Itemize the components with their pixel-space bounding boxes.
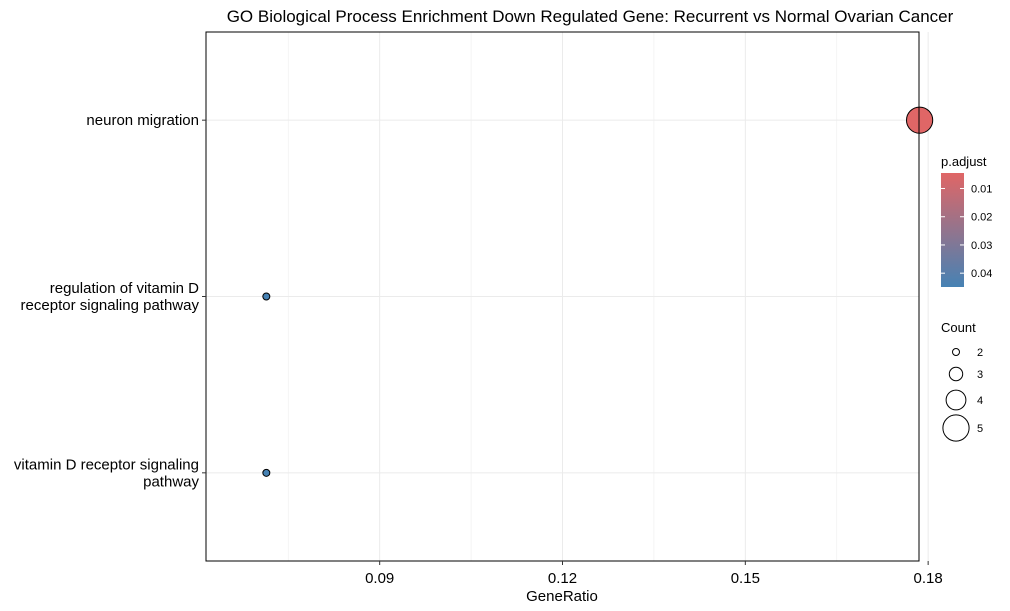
color-legend-label: 0.03 <box>971 240 992 252</box>
size-legend-key <box>952 348 960 356</box>
x-axis-label: GeneRatio <box>526 588 598 605</box>
y-tick-label: vitamin D receptor signaling pathway <box>14 456 200 490</box>
x-tick-label: 0.15 <box>731 570 760 587</box>
size-legend-label: 3 <box>977 369 983 381</box>
x-axis: 0.09 0.12 0.15 0.18 <box>365 561 943 587</box>
x-tick-label: 0.12 <box>548 570 577 587</box>
y-tick-label: neuron migration <box>86 112 199 129</box>
size-legend-key <box>948 366 964 382</box>
x-tick-label: 0.09 <box>365 570 394 587</box>
data-point <box>262 292 271 301</box>
size-legend-title: Count <box>941 320 976 335</box>
size-legend-key <box>942 414 970 442</box>
chart-title: GO Biological Process Enrichment Down Re… <box>227 7 954 26</box>
data-point <box>906 106 934 134</box>
size-legend-label: 2 <box>977 347 983 359</box>
data-point <box>262 468 271 477</box>
color-legend-label: 0.04 <box>971 268 992 280</box>
color-legend-bar <box>941 173 964 287</box>
color-legend: p.adjust 0.01 0.02 0.03 0.04 <box>941 154 992 287</box>
size-legend: Count 2 3 4 5 <box>941 320 983 442</box>
size-legend-label: 4 <box>977 395 983 407</box>
size-legend-key <box>945 389 967 411</box>
size-legend-label: 5 <box>977 423 983 435</box>
color-legend-title: p.adjust <box>941 154 987 169</box>
color-legend-label: 0.02 <box>971 212 992 224</box>
color-legend-label: 0.01 <box>971 184 992 196</box>
grid-lines <box>206 32 929 561</box>
x-tick-label: 0.18 <box>914 570 943 587</box>
data-points <box>262 106 934 477</box>
